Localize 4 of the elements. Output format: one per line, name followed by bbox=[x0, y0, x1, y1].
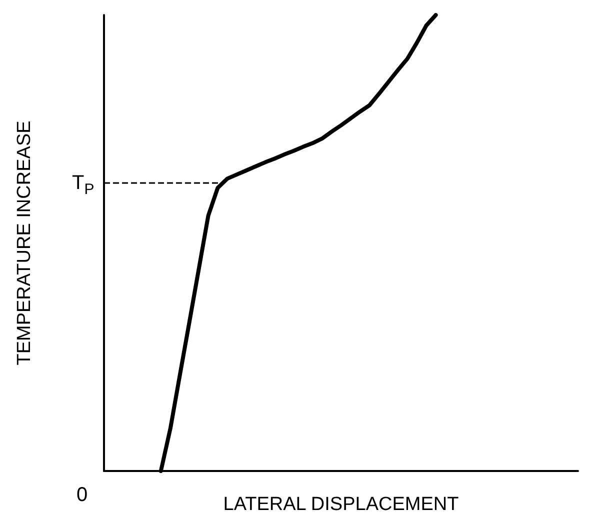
ref-line-label: T$_{P}$ bbox=[72, 172, 94, 198]
x-axis-title: LATERAL DISPLACEMENT bbox=[223, 494, 460, 515]
y-axis-title: TEMPERATURE INCREASE bbox=[14, 120, 35, 366]
text: 0 bbox=[76, 484, 88, 506]
